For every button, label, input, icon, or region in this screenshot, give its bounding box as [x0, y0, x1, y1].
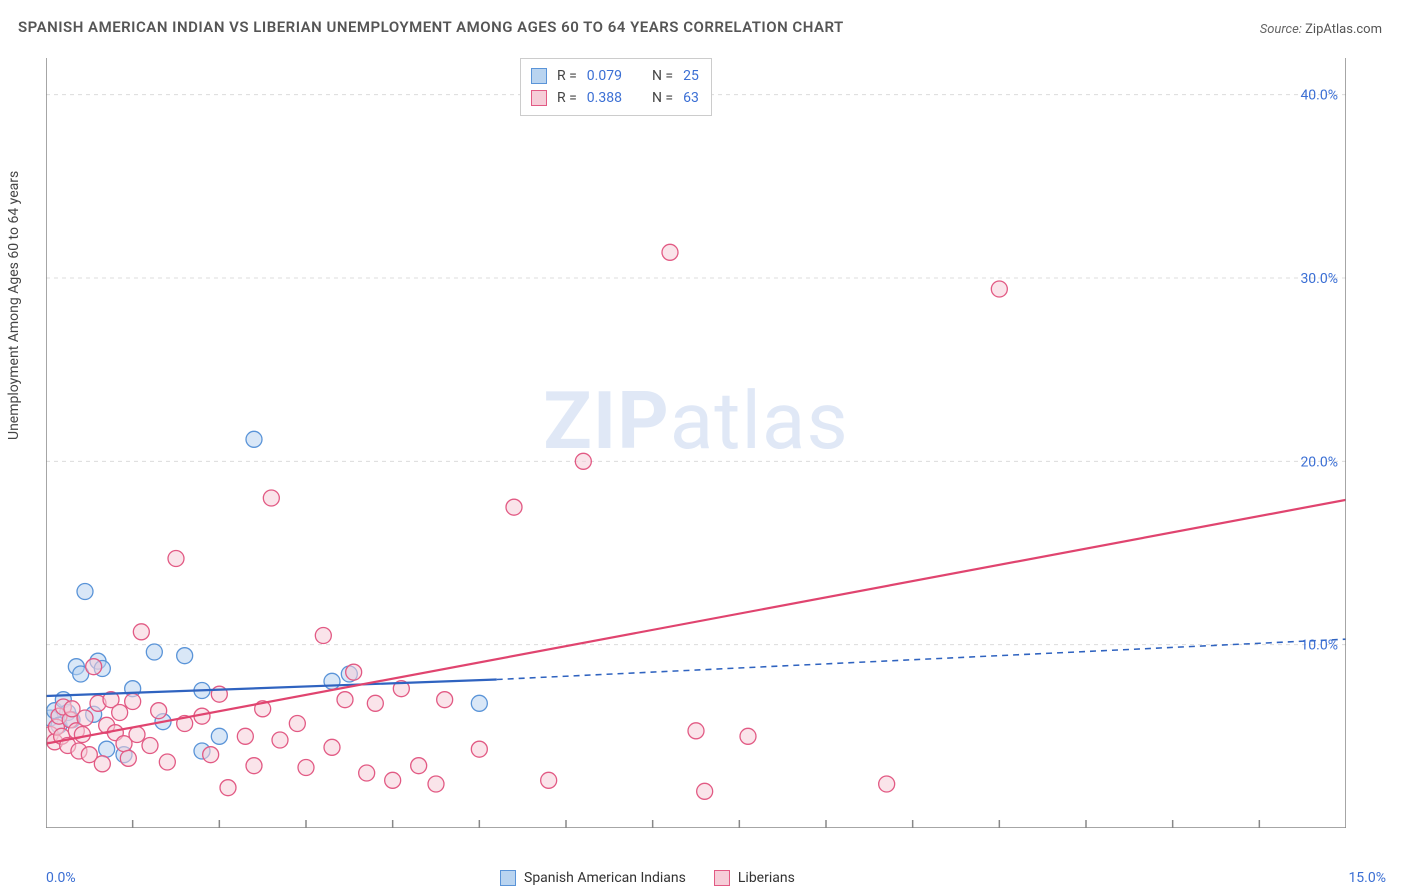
svg-text:30.0%: 30.0% [1300, 271, 1338, 287]
trend-lines [46, 500, 1346, 744]
legend-stats-row-1: R = 0.388 N = 63 [531, 87, 699, 109]
legend-swatch-0 [531, 68, 547, 84]
n-label: N = [652, 90, 673, 106]
legend-swatch-1 [714, 870, 730, 886]
legend-item-0: Spanish American Indians [500, 870, 686, 886]
legend-item-1: Liberians [714, 870, 795, 886]
r-value-1: 0.388 [587, 90, 622, 106]
source-attribution: Source: ZipAtlas.com [1260, 22, 1382, 37]
r-value-0: 0.079 [587, 68, 622, 84]
svg-text:20.0%: 20.0% [1300, 454, 1338, 470]
svg-text:40.0%: 40.0% [1300, 88, 1338, 104]
svg-text:10.0%: 10.0% [1300, 638, 1338, 654]
x-tick-label-max: 15.0% [1348, 870, 1386, 886]
chart-svg: ZIPatlas 10.0% 20.0% 30.0% 40.0% [46, 58, 1346, 828]
legend-swatch-1 [531, 90, 547, 106]
legend-series: Spanish American Indians Liberians [500, 870, 795, 886]
legend-label-1: Liberians [738, 870, 795, 886]
r-label: R = [557, 90, 577, 106]
source-value: ZipAtlas.com [1305, 22, 1382, 37]
legend-swatch-0 [500, 870, 516, 886]
source-label: Source: [1260, 22, 1302, 37]
n-value-1: 63 [683, 90, 699, 106]
n-value-0: 25 [683, 68, 699, 84]
n-label: N = [652, 68, 673, 84]
watermark: ZIPatlas [543, 374, 848, 468]
chart-title: SPANISH AMERICAN INDIAN VS LIBERIAN UNEM… [18, 18, 844, 36]
r-label: R = [557, 68, 577, 84]
y-tick-labels: 10.0% 20.0% 30.0% 40.0% [1300, 88, 1338, 654]
x-tick-label-min: 0.0% [46, 870, 76, 886]
legend-stats: R = 0.079 N = 25 R = 0.388 N = 63 [520, 58, 712, 116]
scatter-plot: ZIPatlas 10.0% 20.0% 30.0% 40.0% [46, 58, 1346, 828]
x-ticks [133, 820, 1260, 828]
legend-label-0: Spanish American Indians [524, 870, 686, 886]
y-axis-label: Unemployment Among Ages 60 to 64 years [6, 171, 22, 440]
gridlines [46, 95, 1346, 645]
legend-stats-row-0: R = 0.079 N = 25 [531, 65, 699, 87]
